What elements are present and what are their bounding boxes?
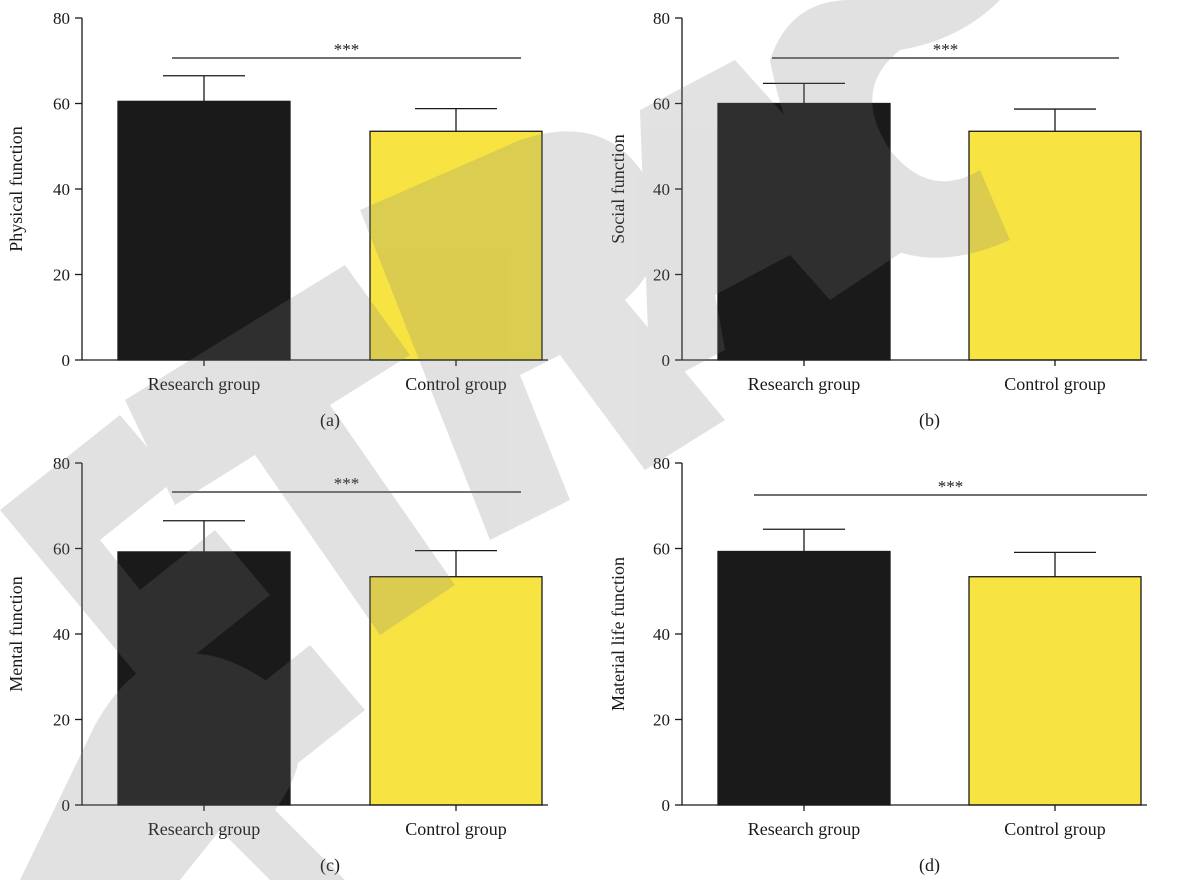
y-tick-label: 80 [53,9,70,28]
y-tick-label: 60 [653,540,670,559]
y-axis-label: Material life function [608,557,628,711]
significance-stars: *** [933,40,959,59]
y-tick-label: 80 [653,9,670,28]
x-category-label: Control group [1004,819,1106,839]
x-category-label: Control group [405,819,507,839]
y-tick-label: 0 [662,796,671,815]
significance-stars: *** [334,40,360,59]
y-tick-label: 40 [653,625,670,644]
y-axis-label: Mental function [6,576,26,691]
x-category-label: Control group [1004,374,1106,394]
bar-research-group [718,551,890,805]
y-tick-label: 20 [53,711,70,730]
y-tick-label: 20 [653,711,670,730]
panel-label: (d) [919,855,940,876]
y-tick-label: 60 [53,95,70,114]
panel-label: (b) [919,410,940,431]
x-category-label: Research group [748,374,860,394]
y-tick-label: 0 [62,351,71,370]
y-axis-label: Physical function [6,126,26,251]
x-category-label: Research group [748,819,860,839]
y-tick-label: 40 [53,180,70,199]
y-tick-label: 20 [53,266,70,285]
bar-control-group [969,577,1141,805]
y-tick-label: 40 [53,625,70,644]
significance-stars: *** [938,477,964,496]
